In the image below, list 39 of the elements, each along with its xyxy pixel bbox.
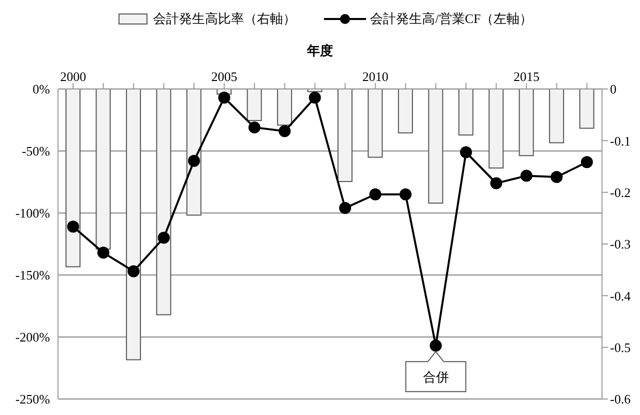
y-tick-label: -100%	[15, 206, 50, 221]
point	[158, 232, 170, 244]
y-tick-label: -250%	[15, 392, 50, 407]
legend-label: 会計発生高/営業CF（左軸）	[370, 10, 533, 28]
x-tick-label: 2015	[513, 69, 540, 84]
y2-tick-label: -0.3	[610, 236, 631, 252]
y2-tick-label: -0.5	[610, 340, 631, 355]
legend-label: 会計発生高比率（右軸）	[153, 10, 296, 28]
x-tick-label: 2000	[60, 69, 86, 84]
point	[97, 246, 110, 259]
annotation: 合併	[422, 370, 449, 385]
y2-tick-label: 0	[610, 82, 616, 97]
y2-tick-label: -0.2	[610, 184, 631, 200]
point	[218, 92, 230, 104]
x-tick-label: 2010	[362, 69, 388, 84]
y-tick-label: 0%	[32, 82, 50, 97]
x-axis-title: 年度	[306, 42, 334, 60]
point	[369, 188, 382, 200]
point	[490, 177, 502, 190]
x-tick-label: 2005	[211, 69, 238, 84]
point	[460, 146, 472, 158]
point	[400, 188, 412, 200]
point	[520, 170, 532, 182]
y2-tick-label: -0.4	[610, 288, 632, 304]
point	[339, 202, 352, 214]
point	[550, 171, 563, 184]
y-tick-label: -200%	[15, 330, 50, 345]
point	[308, 92, 321, 104]
point	[128, 265, 140, 278]
point	[188, 154, 200, 167]
point	[430, 340, 442, 352]
point	[67, 220, 80, 233]
y-tick-label: -150%	[15, 268, 50, 283]
y2-tick-label: -0.1	[610, 133, 631, 148]
y2-tick-label: -0.6	[610, 392, 632, 407]
y-tick-label: -50%	[22, 144, 50, 159]
point	[580, 156, 593, 168]
point	[248, 121, 260, 134]
point	[278, 125, 291, 138]
